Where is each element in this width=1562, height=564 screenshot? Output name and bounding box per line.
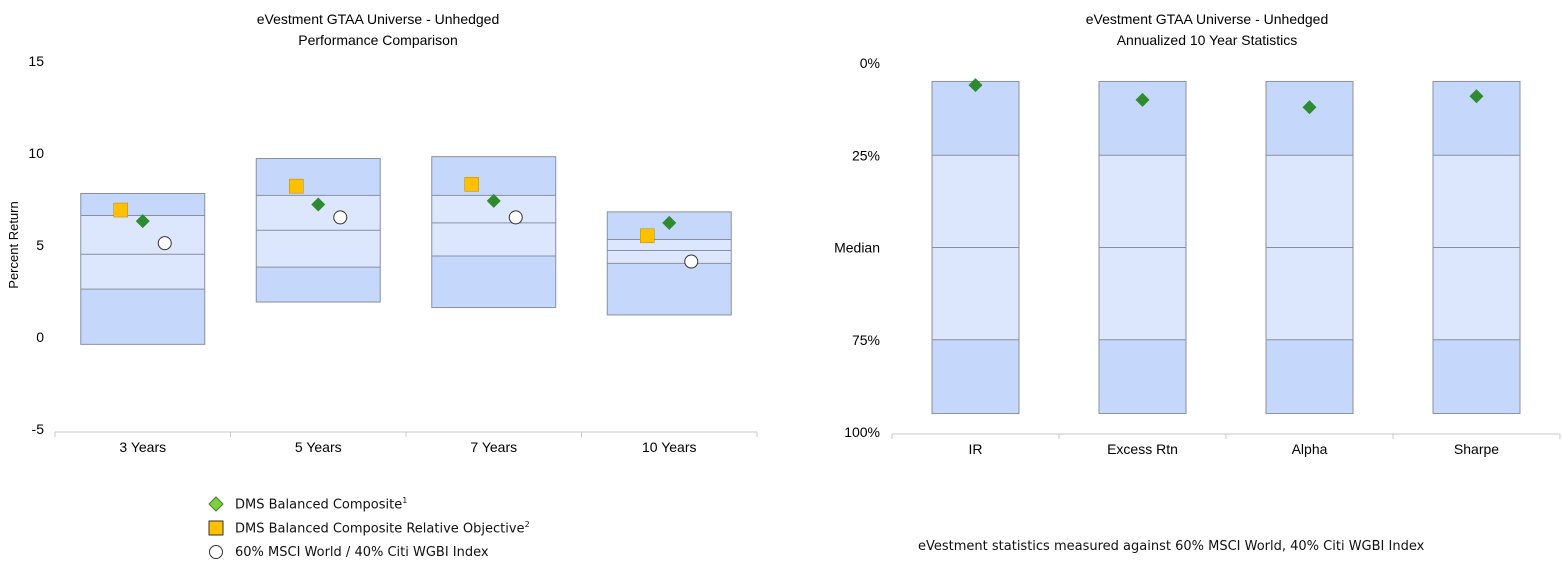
marker-index xyxy=(157,236,172,251)
diamond-icon xyxy=(205,495,227,513)
marker-composite xyxy=(968,78,983,93)
marker-relative-objective xyxy=(640,228,655,244)
x-tick-label: 7 Years xyxy=(470,439,517,455)
y-tick-label: 5 xyxy=(36,237,44,253)
band-interquartile xyxy=(607,239,732,264)
chart-subtitle: Performance Comparison xyxy=(298,32,458,48)
circle-icon xyxy=(205,543,227,561)
y-tick-label: 25% xyxy=(852,147,880,163)
x-tick-label: 3 Years xyxy=(119,439,166,455)
performance-comparison-chart: eVestment GTAA Universe - Unhedged Perfor… xyxy=(0,0,780,470)
band-top-quartile xyxy=(256,158,381,196)
y-tick-label: -5 xyxy=(32,421,45,437)
marker-relative-objective xyxy=(464,177,479,192)
x-tick-label: Excess Rtn xyxy=(1107,441,1178,457)
marker-composite xyxy=(662,215,677,230)
statistics-note: eVestment statistics measured against 60… xyxy=(918,539,1425,554)
band-top-quartile xyxy=(431,156,556,196)
square-icon xyxy=(205,519,227,537)
band-outline xyxy=(80,192,206,345)
chart-title: eVestment GTAA Universe - Unhedged xyxy=(257,11,500,27)
y-tick-label: 75% xyxy=(852,332,880,348)
legend-sup-composite: 1 xyxy=(402,495,408,505)
chart-subtitle: Annualized 10 Year Statistics xyxy=(1117,32,1298,48)
band-bottom-quartile xyxy=(1433,339,1520,414)
x-tick-label: 10 Years xyxy=(642,439,697,455)
marker-relative-objective xyxy=(289,178,304,194)
band-top-quartile xyxy=(1099,81,1186,156)
y-axis-label: Percent Return xyxy=(6,201,21,288)
x-tick-label: Sharpe xyxy=(1454,441,1499,457)
chart-legend: DMS Balanced Composite1 DMS Balanced Com… xyxy=(205,492,530,564)
marker-composite xyxy=(1302,100,1317,115)
marker-index xyxy=(684,254,699,269)
x-tick-label: 5 Years xyxy=(295,439,342,455)
y-tick-label: 100% xyxy=(844,424,880,440)
marker-relative-objective xyxy=(113,202,128,218)
band-bottom-quartile xyxy=(932,339,1019,414)
marker-composite xyxy=(135,214,150,229)
band-bottom-quartile xyxy=(607,263,732,315)
marker-index xyxy=(508,210,523,225)
marker-composite xyxy=(486,193,501,208)
x-tick-label: IR xyxy=(969,441,983,457)
band-bottom-quartile xyxy=(80,289,205,345)
y-tick-label: 0 xyxy=(36,329,44,345)
y-tick-label: 0% xyxy=(860,55,880,71)
legend-item-index: 60% MSCI World / 40% Citi WGBI Index xyxy=(205,540,530,564)
marker-index xyxy=(333,210,348,225)
band-outline xyxy=(431,156,557,309)
band-top-quartile xyxy=(1266,81,1353,156)
x-tick-label: Alpha xyxy=(1292,441,1328,457)
annualized-statistics-chart: eVestment GTAA Universe - Unhedged Annual… xyxy=(780,0,1562,470)
legend-item-relative-objective: DMS Balanced Composite Relative Objectiv… xyxy=(205,516,530,540)
legend-label-index: 60% MSCI World / 40% Citi WGBI Index xyxy=(235,544,489,560)
marker-composite xyxy=(1135,92,1150,107)
marker-composite xyxy=(311,197,326,212)
legend-sup-relative-objective: 2 xyxy=(524,519,530,529)
annualized-statistics-svg: eVestment GTAA Universe - Unhedged Annual… xyxy=(834,11,1561,457)
band-bottom-quartile xyxy=(1266,339,1353,414)
performance-comparison-svg: eVestment GTAA Universe - Unhedged Perfor… xyxy=(6,11,758,455)
y-tick-label: Median xyxy=(834,240,880,256)
legend-label-relative-objective: DMS Balanced Composite Relative Objectiv… xyxy=(235,521,525,537)
band-bottom-quartile xyxy=(431,256,556,308)
legend-item-composite: DMS Balanced Composite1 xyxy=(205,492,530,516)
band-top-quartile xyxy=(932,81,1019,156)
y-tick-label: 15 xyxy=(28,53,44,69)
chart-title: eVestment GTAA Universe - Unhedged xyxy=(1086,11,1329,27)
legend-label-composite: DMS Balanced Composite xyxy=(235,497,403,513)
band-top-quartile xyxy=(80,193,205,216)
band-bottom-quartile xyxy=(256,267,381,303)
marker-composite xyxy=(1469,89,1484,104)
y-tick-label: 10 xyxy=(28,145,44,161)
band-bottom-quartile xyxy=(1099,339,1186,414)
